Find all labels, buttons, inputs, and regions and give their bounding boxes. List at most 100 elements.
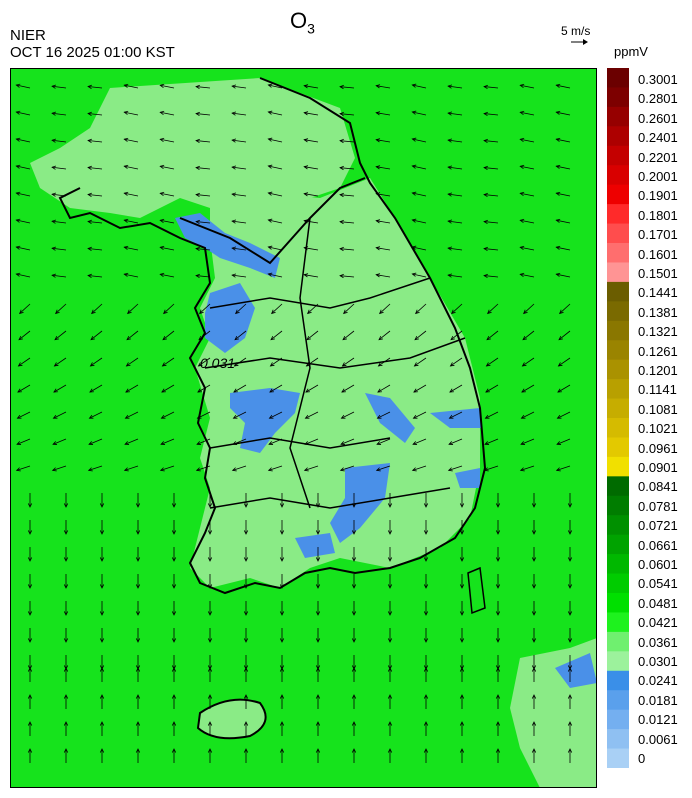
wind-arrow — [17, 384, 31, 393]
wind-arrow-head — [89, 362, 95, 367]
wind-arrow-head — [459, 694, 465, 699]
wind-arrow — [304, 465, 319, 471]
wind-arrow-head — [411, 110, 417, 115]
legend-tick-label: 0.1321 — [638, 324, 678, 340]
wind-arrow-head — [387, 584, 393, 589]
wind-arrow — [484, 275, 499, 278]
wind-arrow-head — [339, 84, 344, 90]
wind-arrow — [16, 165, 31, 170]
wind-arrow-head — [27, 638, 33, 643]
wind-arrow-head — [485, 362, 491, 367]
wind-arrow-head — [519, 272, 525, 278]
wind-arrow-head — [195, 138, 200, 144]
wind-arrow — [306, 357, 319, 367]
wind-arrow — [52, 438, 67, 445]
wind-arrow — [53, 411, 67, 419]
wind-arrow — [412, 111, 427, 116]
wind-arrow-head — [519, 110, 525, 116]
wind-arrow — [304, 85, 319, 89]
wind-arrow-head — [423, 503, 429, 508]
wind-arrow-head — [197, 362, 203, 367]
wind-arrow-head — [303, 84, 309, 89]
wind-arrow — [161, 411, 175, 419]
wind-arrow-head — [270, 335, 276, 341]
wind-arrow-head — [555, 137, 561, 142]
legend-tick-label: 0.1261 — [638, 343, 678, 359]
wind-vector-field — [15, 83, 573, 763]
wind-arrow — [520, 438, 535, 445]
wind-arrow-head — [483, 273, 488, 279]
wind-arrow-head — [351, 530, 357, 535]
wind-arrow-head — [459, 611, 465, 616]
wind-arrow-head — [375, 138, 381, 143]
wind-arrow — [160, 111, 175, 116]
wind-arrow-head — [15, 467, 21, 472]
wind-arrow-head — [449, 388, 454, 393]
legend-tick-label: 0.2001 — [638, 169, 678, 184]
wind-arrow — [304, 112, 319, 116]
legend-swatch — [607, 359, 629, 380]
wind-arrow-head — [161, 362, 167, 367]
wind-arrow-head — [27, 557, 33, 562]
wind-arrow-head — [555, 245, 561, 250]
wind-arrow — [520, 84, 535, 89]
wind-arrow — [271, 303, 283, 314]
wind-arrow-head — [387, 611, 393, 616]
wind-arrow-head — [207, 638, 213, 643]
wind-arrow-head — [159, 218, 165, 224]
wind-arrow — [448, 438, 463, 445]
legend-swatch — [607, 398, 629, 419]
wind-arrow-head — [531, 721, 537, 726]
wind-arrow-head — [171, 694, 177, 699]
wind-arrow — [342, 357, 355, 367]
wind-arrow — [484, 140, 499, 143]
wind-arrow-head — [123, 245, 129, 250]
legend-tick-label: 0.0061 — [638, 731, 678, 747]
legend-tick-label: 0.0781 — [638, 498, 678, 514]
wind-arrow-head — [15, 137, 21, 142]
wind-arrow — [556, 84, 571, 89]
wind-arrow — [232, 193, 247, 197]
wind-arrow-head — [99, 748, 105, 753]
wind-arrow — [448, 139, 463, 143]
wind-arrow-head — [159, 467, 165, 472]
wind-arrow — [196, 248, 211, 251]
wind-arrow-head — [459, 530, 465, 535]
legend-swatch — [607, 204, 629, 225]
legend-tick-label: 0.0121 — [638, 712, 678, 728]
wind-arrow-head — [447, 219, 453, 224]
legend-tick-label: 0.0601 — [638, 557, 678, 572]
wind-arrow — [16, 219, 31, 224]
wind-arrow-head — [376, 441, 382, 445]
wind-arrow — [268, 219, 283, 224]
wind-arrow — [377, 384, 391, 393]
wind-arrow-head — [51, 192, 57, 197]
wind-arrow-head — [351, 694, 357, 699]
wind-arrow-head — [87, 273, 92, 278]
legend-tick-label: 0.1021 — [638, 421, 678, 437]
wind-arrow-head — [519, 467, 525, 472]
legend-swatch — [607, 87, 629, 108]
wind-arrow-head — [522, 335, 528, 341]
wind-arrow — [268, 465, 283, 471]
wind-arrow-head — [413, 388, 418, 393]
wind-arrow-head — [387, 557, 393, 562]
wind-arrow — [376, 247, 391, 251]
wind-arrow-head — [305, 362, 311, 367]
legend-tick-label: 0.3001 — [638, 72, 678, 87]
wind-arrow-head — [558, 335, 564, 341]
wind-arrow-head — [126, 335, 132, 341]
wind-arrow-head — [231, 165, 237, 170]
wind-arrow-head — [267, 245, 273, 250]
wind-arrow-head — [279, 721, 285, 726]
wind-arrow-head — [135, 611, 141, 616]
wind-arrow-head — [135, 584, 141, 589]
wind-arrow-head — [15, 191, 21, 196]
wind-arrow — [268, 273, 283, 278]
wind-arrow-head — [450, 335, 456, 341]
wind-arrow-head — [171, 638, 177, 643]
wind-arrow-head — [387, 503, 393, 508]
timestamp: OCT 16 2025 01:00 KST — [10, 44, 175, 61]
wind-arrow-head — [123, 110, 129, 115]
wind-arrow-head — [279, 667, 285, 672]
